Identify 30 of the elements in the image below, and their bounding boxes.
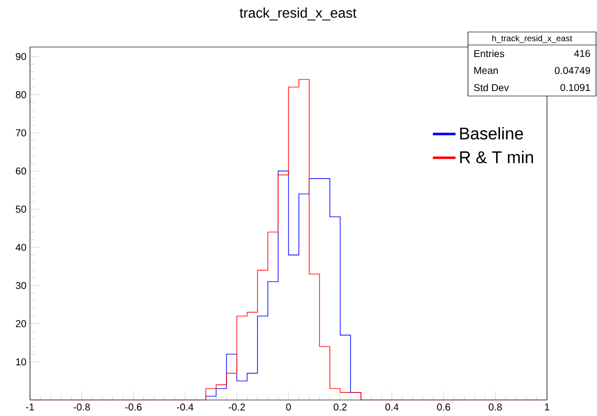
annotation: Mean: [474, 67, 498, 74]
x-tick-label: 0.2: [334, 404, 347, 411]
y-tick-label: 20: [16, 320, 26, 328]
text: 0.1091: [560, 84, 590, 92]
x-tick-label: -1: [26, 404, 34, 410]
text: 0.04749: [554, 66, 590, 74]
y-tick-label: 60: [16, 168, 26, 175]
annotation: Std Dev: [474, 84, 509, 92]
x-tick-label: -0.6: [125, 404, 142, 411]
text: h_track_resid_x_east: [492, 35, 572, 43]
y-tick-label: 40: [16, 244, 26, 251]
x-tick-label: -0.4: [176, 404, 194, 411]
x-tick-label: 0.8: [488, 404, 502, 411]
text: 416: [574, 50, 590, 58]
y-tick-label: 70: [16, 129, 26, 136]
x-tick-label: 0.4: [385, 404, 399, 411]
y-tick-label: 30: [16, 282, 26, 290]
x-tick-label: -0.2: [228, 404, 245, 411]
y-tick-label: 10: [16, 358, 26, 366]
y-tick-label: 90: [16, 53, 26, 60]
y-tick-label: 80: [16, 91, 26, 98]
y-tick-label: 50: [16, 206, 26, 213]
chart-title: track_resid_x_east: [240, 8, 356, 20]
annotation: Entries: [474, 50, 504, 58]
x-tick-label: 1: [545, 404, 550, 410]
legend-label: Baseline: [460, 127, 523, 140]
x-tick-label: -0.8: [74, 404, 90, 411]
x-tick-label: 0: [286, 404, 291, 411]
legend-label: R & T min: [460, 150, 533, 164]
x-tick-label: 0.6: [437, 404, 450, 411]
